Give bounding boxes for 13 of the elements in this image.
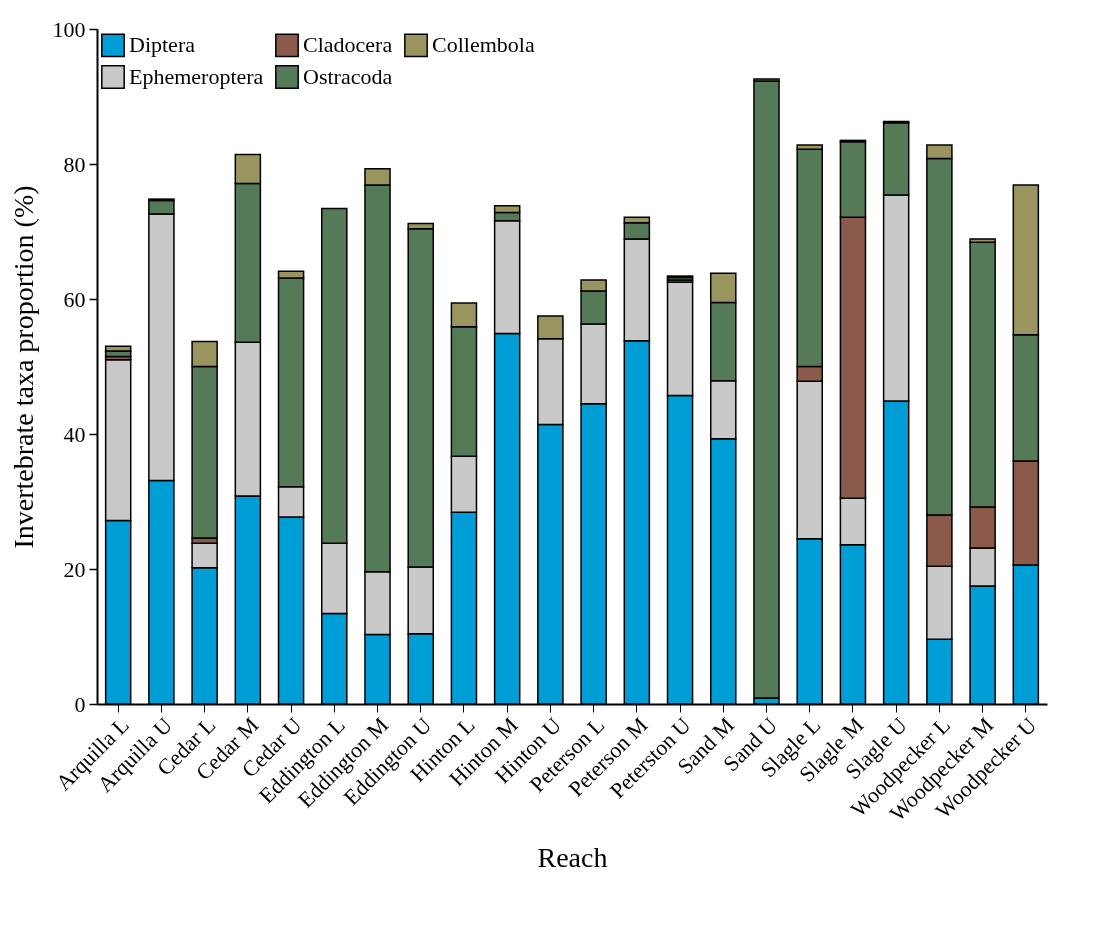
y-tick-label: 20 <box>63 556 86 582</box>
y-axis-title: Invertebrate taxa proportion (%) <box>7 185 39 549</box>
legend-label: Collembola <box>432 32 535 58</box>
y-tick-label: 60 <box>63 286 86 312</box>
y-tick-label: 0 <box>74 691 86 717</box>
x-axis-title: Reach <box>537 842 608 874</box>
legend-label: Cladocera <box>303 32 393 58</box>
legend-label: Ephemeroptera <box>129 64 264 89</box>
legend-label: Diptera <box>129 32 196 58</box>
y-tick-label: 100 <box>52 16 86 42</box>
y-tick-label: 40 <box>63 421 86 447</box>
y-tick-label: 80 <box>63 151 86 177</box>
legend-label: Ostracoda <box>303 64 393 89</box>
